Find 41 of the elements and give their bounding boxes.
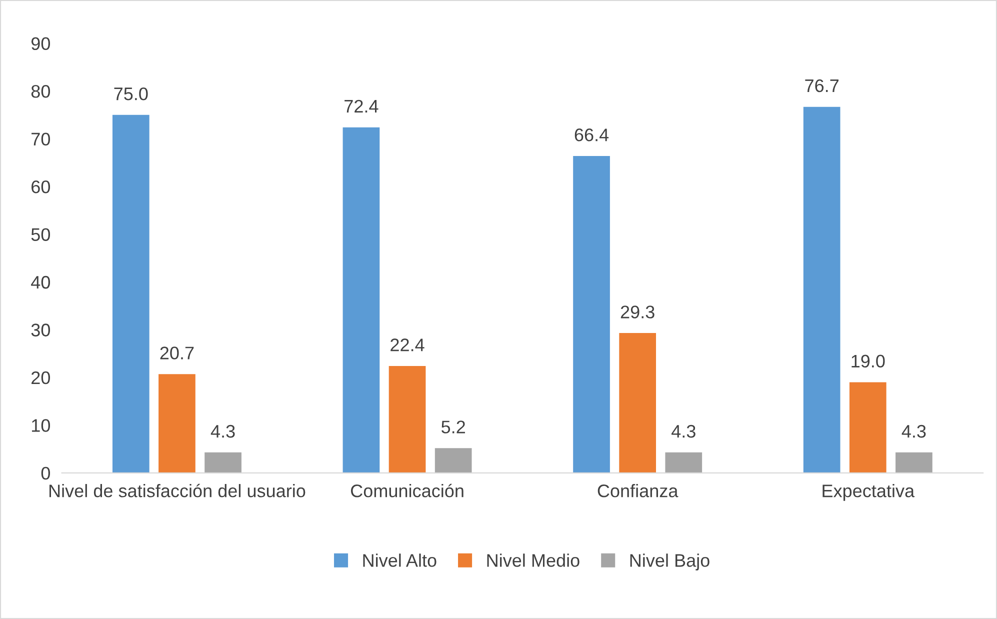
legend-label: Nivel Medio — [487, 554, 580, 567]
bar — [573, 156, 610, 473]
data-label: 22.4 — [390, 338, 424, 352]
y-tick-label: 70 — [32, 132, 50, 146]
y-tick-label: 90 — [31, 37, 50, 50]
bar — [158, 374, 196, 473]
x-tick-label: Nivel de satisfacción del usuario — [49, 484, 306, 498]
data-label: 66.4 — [574, 128, 609, 142]
data-label: 4.3 — [902, 424, 926, 438]
data-label: 20.7 — [160, 346, 194, 360]
bar — [204, 452, 242, 473]
legend-label: Nivel Alto — [363, 554, 436, 567]
bar — [803, 106, 840, 473]
data-label: 4.3 — [672, 424, 696, 438]
x-tick-label: Comunicación — [350, 484, 464, 498]
x-tick-label: Confianza — [598, 484, 678, 498]
data-label: 72.4 — [344, 100, 378, 112]
y-tick-label: 20 — [32, 371, 50, 384]
data-label: 75.0 — [114, 87, 148, 100]
data-label: 29.3 — [620, 306, 654, 318]
bar — [665, 452, 702, 473]
bar — [388, 366, 426, 473]
y-tick-label: 40 — [31, 276, 50, 289]
y-tick-label: 60 — [32, 180, 50, 194]
y-tick-label: 10 — [32, 419, 50, 432]
y-tick-label: 0 — [41, 466, 50, 480]
bar — [896, 452, 932, 473]
data-label: 19.0 — [852, 354, 885, 368]
x-tick-label: Expectativa — [822, 484, 915, 501]
bar — [619, 333, 656, 473]
bar — [342, 127, 380, 473]
legend-label: Nivel Bajo — [630, 554, 710, 570]
y-tick-label: 50 — [31, 228, 50, 241]
y-tick-label: 80 — [31, 84, 50, 98]
bar — [434, 448, 472, 473]
data-label: 5.2 — [442, 420, 465, 434]
data-label: 76.7 — [805, 79, 838, 92]
bar — [112, 114, 150, 473]
y-tick-label: 30 — [31, 324, 50, 336]
data-label: 4.3 — [210, 424, 235, 438]
bar — [849, 382, 886, 473]
